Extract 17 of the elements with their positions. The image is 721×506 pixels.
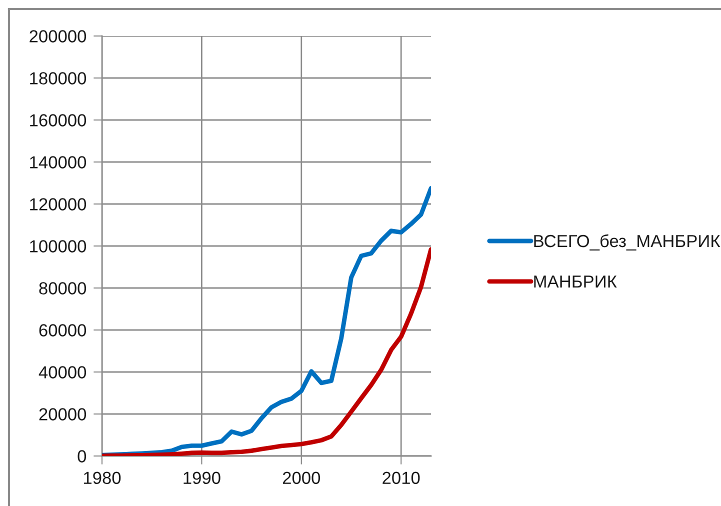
y-tick-label: 180000: [30, 72, 86, 84]
x-tick-label: 2000: [282, 472, 320, 484]
y-tick-label: 80000: [39, 282, 86, 294]
y-tick-label: 40000: [38, 366, 86, 378]
x-tick-label: 1990: [184, 472, 220, 484]
y-tick-label: 60000: [39, 324, 86, 336]
legend-label: МАНБРИК: [534, 276, 617, 288]
y-tick-label: 160000: [30, 114, 86, 126]
y-tick-label: 0: [78, 450, 86, 462]
y-tick-label: 200000: [30, 30, 86, 42]
x-tick-label: 2010: [382, 472, 420, 484]
legend-label: ВСЕГО_без_МАНБРИК: [534, 234, 720, 250]
x-tick-label: 1980: [84, 472, 121, 484]
y-tick-label: 140000: [30, 156, 86, 168]
y-tick-label: 120000: [30, 198, 86, 210]
y-tick-label: 100000: [30, 240, 86, 252]
y-tick-label: 20000: [39, 408, 86, 420]
